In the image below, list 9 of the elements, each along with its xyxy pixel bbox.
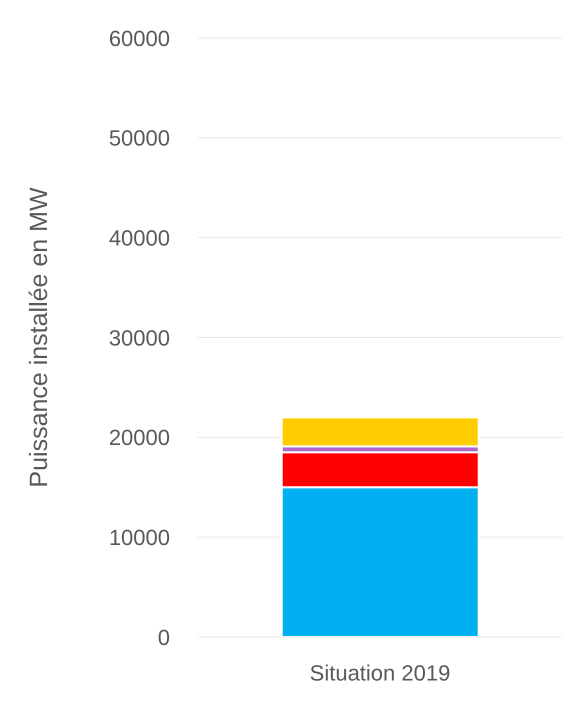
y-tick-label: 50000 — [108, 126, 170, 151]
y-tick-label: 0 — [158, 624, 170, 650]
y-tick-label: 60000 — [108, 26, 170, 51]
x-tick-label: Situation 2019 — [310, 660, 450, 686]
y-tick-label: 20000 — [108, 425, 170, 450]
y-tick-label: 10000 — [108, 524, 170, 550]
y-tick-label: 40000 — [108, 225, 170, 250]
y-axis-title: Puissance installée en MW — [24, 187, 53, 488]
y-tick-label: 30000 — [108, 325, 170, 350]
